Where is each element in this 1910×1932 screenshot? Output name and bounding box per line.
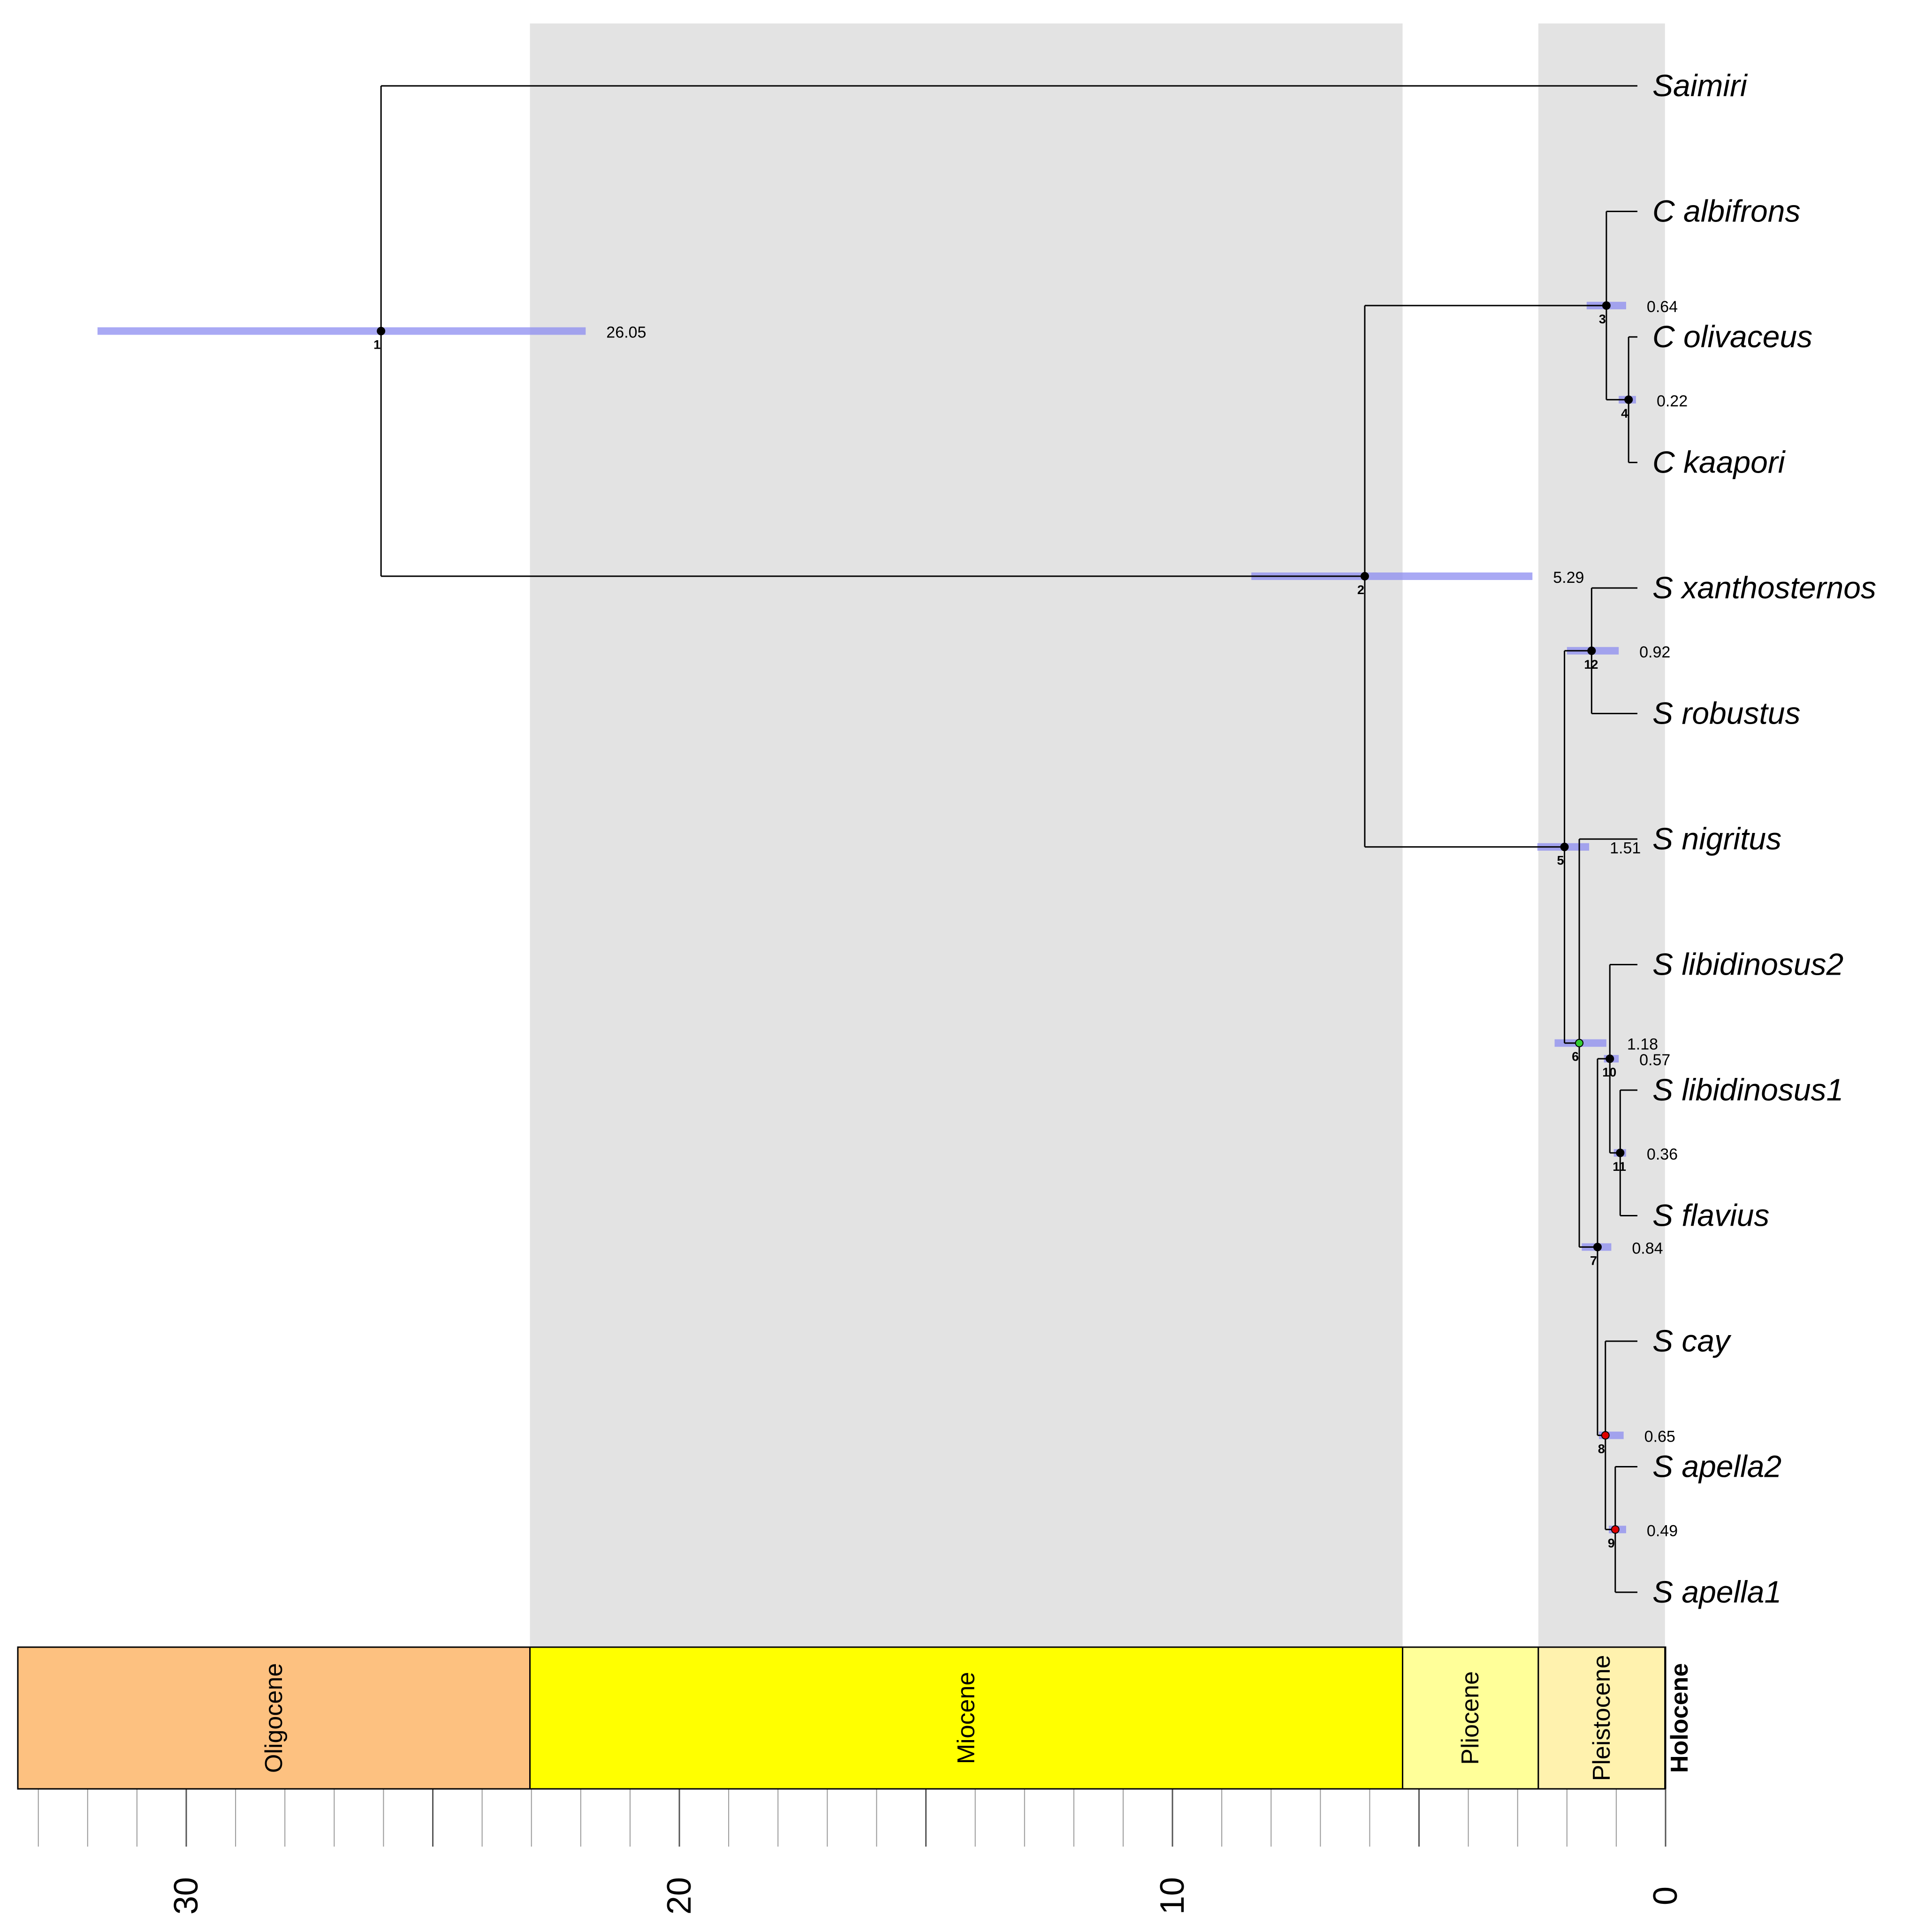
tip-label: S libidinosus2 (1652, 947, 1843, 982)
epoch-label: Miocene (953, 1672, 980, 1764)
time-axis: 30 20 10 0 (18, 1788, 1684, 1915)
node-id-label: 8 (1598, 1442, 1605, 1456)
node-id-label: 4 (1621, 406, 1628, 420)
node-id-label: 7 (1590, 1253, 1597, 1268)
node-dot-6 (1575, 1039, 1584, 1047)
node-id-label: 3 (1599, 312, 1606, 326)
node-dot-3 (1602, 301, 1611, 310)
node-dot-4 (1624, 395, 1633, 404)
epoch-box-holocene (1664, 1646, 1666, 1790)
node-age-label: 0.57 (1639, 1051, 1670, 1069)
node-age-label: 0.49 (1647, 1522, 1678, 1540)
node-dot-5 (1560, 842, 1569, 851)
epoch-shade-miocene (530, 23, 1403, 1647)
tip-label: S cay (1652, 1323, 1732, 1358)
epoch-box-pliocene (1402, 1646, 1539, 1790)
node-id-label: 5 (1557, 854, 1564, 868)
epoch-label: Pliocene (1457, 1671, 1484, 1764)
node-age-label: 0.92 (1639, 643, 1670, 661)
node-id-label: 9 (1608, 1536, 1615, 1550)
hpd-bar-node-1 (97, 327, 586, 335)
tip-label: S robustus (1652, 696, 1801, 731)
tip-label: S nigritus (1652, 821, 1781, 856)
axis-tick-label: 30 (167, 1877, 205, 1915)
tip-label-layer: Saimiri C albifrons C olivaceus C kaapori S … (1652, 68, 1876, 1609)
tip-label: S libidinosus1 (1652, 1072, 1843, 1107)
node-id-label: 11 (1613, 1160, 1626, 1174)
node-age-label: 0.84 (1632, 1239, 1663, 1257)
node-dot-9 (1611, 1525, 1620, 1534)
node-id-label: 6 (1572, 1050, 1579, 1064)
epoch-box-oligocene (17, 1646, 531, 1790)
node-dot-12 (1587, 646, 1596, 655)
node-dot-10 (1606, 1054, 1614, 1063)
node-age-label: 1.18 (1627, 1036, 1658, 1054)
axis-tick-label: 0 (1647, 1886, 1684, 1905)
tip-label: C olivaceus (1652, 319, 1812, 354)
node-dot-2 (1360, 572, 1369, 580)
epoch-shading-layer (530, 23, 1665, 1647)
epoch-label: Oligocene (260, 1663, 288, 1773)
tip-label: S xanthosternos (1652, 570, 1876, 605)
tip-label: C albifrons (1652, 194, 1800, 229)
node-dot-1 (377, 327, 386, 336)
node-id-label: 2 (1357, 583, 1364, 597)
node-dot-11 (1616, 1148, 1625, 1157)
node-age-label: 1.51 (1610, 840, 1641, 857)
node-age-label: 0.36 (1647, 1145, 1678, 1163)
node-id-label: 1 (373, 337, 380, 351)
hpd-bar-node-2 (1251, 572, 1533, 580)
tip-label: S flavius (1652, 1198, 1769, 1233)
node-dot-7 (1593, 1243, 1602, 1252)
epoch-label: Pleistocene (1588, 1655, 1615, 1781)
tip-label: C kaapori (1652, 445, 1786, 480)
axis-tick-label: 20 (661, 1877, 698, 1915)
tip-label: S apella1 (1652, 1574, 1781, 1609)
tip-label: Saimiri (1652, 68, 1748, 103)
node-age-label: 5.29 (1553, 569, 1584, 587)
geologic-timescale: Oligocene Miocene Pliocene Pleistocene Holoc… (17, 1646, 1693, 1790)
epoch-label: Holocene (1666, 1663, 1693, 1773)
epoch-shade-pleistocene (1538, 23, 1665, 1647)
tip-label: S apella2 (1652, 1449, 1781, 1484)
node-dot-8 (1601, 1431, 1610, 1440)
node-id-label: 12 (1584, 657, 1598, 672)
node-age-label: 0.22 (1657, 392, 1688, 410)
node-id-label: 10 (1602, 1065, 1616, 1079)
epoch-box-miocene (529, 1646, 1404, 1790)
node-age-label: 0.64 (1647, 298, 1678, 316)
node-age-label: 26.05 (606, 323, 646, 341)
axis-tick-label: 10 (1154, 1877, 1191, 1915)
node-layer: 1 26.05 2 5.29 3 0.64 4 0.22 5 1.51 12 0.92 6 1.18 7 0.… (373, 298, 1688, 1550)
node-age-label: 0.65 (1644, 1428, 1675, 1446)
